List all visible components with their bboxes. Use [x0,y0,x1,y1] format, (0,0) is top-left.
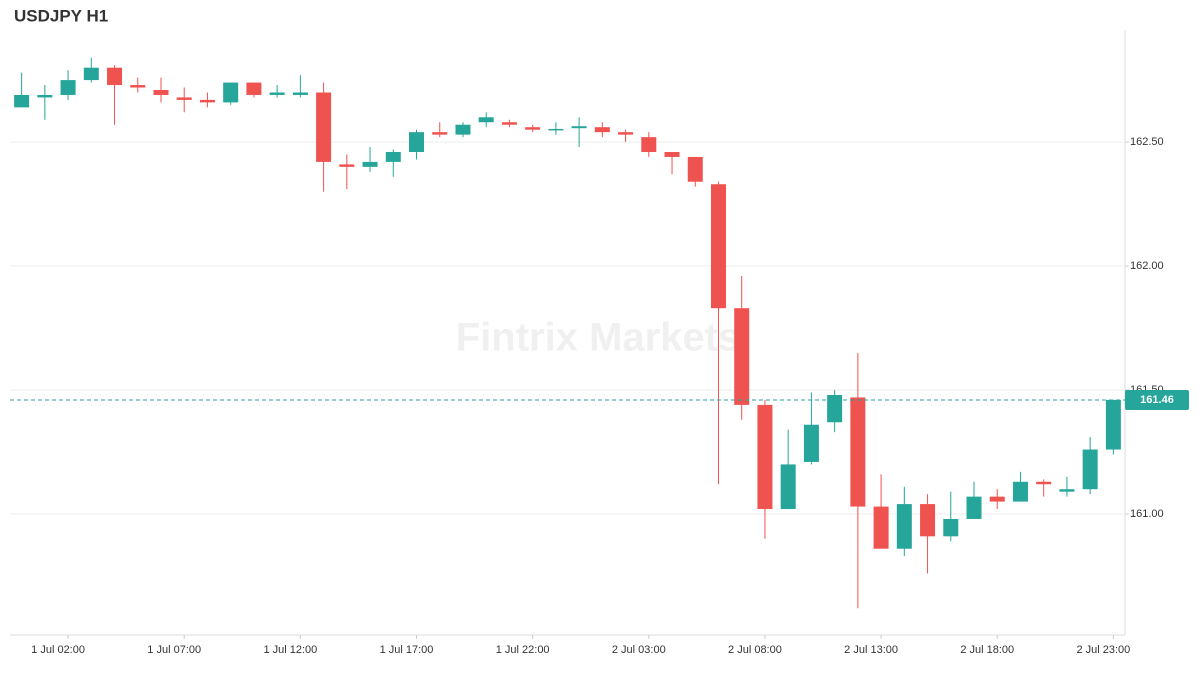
candle-body [37,94,53,98]
y-tick-label: 162.00 [1130,260,1164,272]
candle-body [153,90,169,95]
x-tick-label: 2 Jul 13:00 [844,644,898,656]
candle-body [594,127,610,133]
x-tick-label: 1 Jul 12:00 [263,644,317,656]
candle-body [850,397,866,507]
candle-body [14,94,30,108]
last-price-tag [1125,389,1189,410]
candle-body [873,506,889,549]
candle-body [130,85,146,88]
candle-body [525,127,541,130]
candle-body [501,122,517,125]
x-tick-label: 2 Jul 08:00 [728,644,782,656]
candle-body [223,82,239,103]
candle-body [571,126,587,129]
candle-body [1082,449,1098,490]
candle-body [385,151,401,162]
candle-body [1036,481,1052,485]
candle-body [943,518,959,537]
candle-body [292,92,308,95]
chart-title: USDJPY H1 [14,6,108,25]
candle-body [803,424,819,462]
candle-body [199,99,215,103]
candle-body [1012,481,1028,502]
candle-body [107,67,123,86]
candle-body [60,80,76,95]
candle-body [432,132,448,135]
candle-body [757,404,773,510]
watermark: Fintrix Markets [456,316,741,360]
x-tick-label: 2 Jul 18:00 [960,644,1014,656]
candle-body [734,308,750,405]
x-tick-label: 2 Jul 23:00 [1076,644,1130,656]
y-tick-label: 161.00 [1130,508,1164,520]
candle-body [966,496,982,519]
candle-body [409,132,425,152]
candle-body [687,156,703,182]
candle-body [827,394,843,423]
candle-body [618,132,634,135]
candle-body [83,67,99,81]
candle-body [989,496,1005,502]
candle-body [176,97,192,100]
candle-body [710,184,726,309]
candle-body [664,151,680,157]
x-tick-label: 1 Jul 07:00 [147,644,201,656]
candle-body [478,117,494,123]
candle-body [896,504,912,549]
candle-body [316,92,332,162]
x-tick-label: 2 Jul 03:00 [612,644,666,656]
candle-body [269,92,285,95]
candle-body [641,137,657,152]
candle-body [339,164,355,167]
x-tick-label: 1 Jul 22:00 [496,644,550,656]
candle-body [780,464,796,510]
candle-body [1105,399,1121,450]
candle-body [455,124,471,135]
y-tick-label: 162.50 [1130,136,1164,148]
x-tick-label: 1 Jul 17:00 [380,644,434,656]
candle-body [920,504,936,537]
candle-body [1059,489,1075,492]
candle-body [246,82,262,95]
candle-body [548,128,564,131]
last-price-label: 161.46 [1140,394,1174,406]
candle-body [362,161,378,167]
x-tick-label: 1 Jul 02:00 [31,644,85,656]
